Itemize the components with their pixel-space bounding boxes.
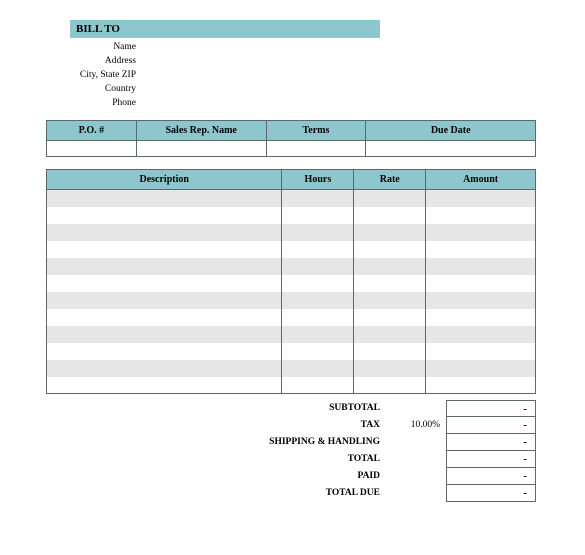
- billto-label-name: Name: [28, 40, 140, 54]
- order-header-po: P.O. #: [47, 121, 137, 141]
- totaldue-value: -: [446, 485, 536, 502]
- order-cell-po[interactable]: [47, 141, 137, 157]
- item-cell[interactable]: [354, 309, 426, 326]
- order-cell-terms[interactable]: [266, 141, 366, 157]
- shipping-value: -: [446, 434, 536, 451]
- item-cell[interactable]: [426, 309, 536, 326]
- item-cell[interactable]: [282, 224, 354, 241]
- items-header-amount: Amount: [426, 170, 536, 190]
- item-cell[interactable]: [47, 343, 282, 360]
- item-cell[interactable]: [47, 326, 282, 343]
- table-row: [47, 275, 536, 292]
- item-cell[interactable]: [47, 309, 282, 326]
- item-cell[interactable]: [47, 258, 282, 275]
- table-row: [47, 207, 536, 224]
- order-info-table: P.O. # Sales Rep. Name Terms Due Date: [46, 120, 536, 157]
- items-header-desc: Description: [47, 170, 282, 190]
- items-table: Description Hours Rate Amount: [46, 169, 536, 394]
- tax-label: TAX: [236, 417, 386, 434]
- total-label: TOTAL: [236, 451, 386, 468]
- item-cell[interactable]: [354, 207, 426, 224]
- tax-rate: 10.00%: [386, 417, 446, 434]
- order-header-due: Due Date: [366, 121, 536, 141]
- item-cell[interactable]: [47, 241, 282, 258]
- subtotal-label: SUBTOTAL: [236, 400, 386, 417]
- item-cell[interactable]: [426, 343, 536, 360]
- item-cell[interactable]: [426, 360, 536, 377]
- item-cell[interactable]: [282, 309, 354, 326]
- table-row: [47, 326, 536, 343]
- item-cell[interactable]: [47, 190, 282, 207]
- item-cell[interactable]: [282, 275, 354, 292]
- item-cell[interactable]: [426, 292, 536, 309]
- item-cell[interactable]: [282, 292, 354, 309]
- item-cell[interactable]: [354, 241, 426, 258]
- items-header-hours: Hours: [282, 170, 354, 190]
- item-cell[interactable]: [426, 241, 536, 258]
- shipping-label: SHIPPING & HANDLING: [236, 434, 386, 451]
- item-cell[interactable]: [282, 326, 354, 343]
- tax-value: -: [446, 417, 536, 434]
- item-cell[interactable]: [47, 275, 282, 292]
- table-row: [47, 309, 536, 326]
- item-cell[interactable]: [282, 207, 354, 224]
- order-cell-due[interactable]: [366, 141, 536, 157]
- table-row: [47, 241, 536, 258]
- item-cell[interactable]: [47, 224, 282, 241]
- table-row: [47, 360, 536, 377]
- order-header-rep: Sales Rep. Name: [136, 121, 266, 141]
- item-cell[interactable]: [282, 343, 354, 360]
- item-cell[interactable]: [282, 190, 354, 207]
- table-row: [47, 377, 536, 394]
- item-cell[interactable]: [354, 275, 426, 292]
- item-cell[interactable]: [426, 224, 536, 241]
- item-cell[interactable]: [47, 377, 282, 394]
- item-cell[interactable]: [354, 224, 426, 241]
- billto-label-cityzip: City, State ZIP: [28, 68, 140, 82]
- item-cell[interactable]: [354, 190, 426, 207]
- item-cell[interactable]: [282, 241, 354, 258]
- item-cell[interactable]: [47, 207, 282, 224]
- items-header-rate: Rate: [354, 170, 426, 190]
- paid-label: PAID: [236, 468, 386, 485]
- item-cell[interactable]: [354, 377, 426, 394]
- item-cell[interactable]: [282, 377, 354, 394]
- item-cell[interactable]: [426, 258, 536, 275]
- billto-fields: Name Address City, State ZIP Country Pho…: [28, 40, 557, 110]
- item-cell[interactable]: [47, 360, 282, 377]
- item-cell[interactable]: [426, 377, 536, 394]
- paid-value: -: [446, 468, 536, 485]
- subtotal-value: -: [446, 400, 536, 417]
- totals-section: SUBTOTAL - TAX 10.00% - SHIPPING & HANDL…: [46, 400, 536, 502]
- item-cell[interactable]: [282, 360, 354, 377]
- item-cell[interactable]: [282, 258, 354, 275]
- item-cell[interactable]: [426, 207, 536, 224]
- item-cell[interactable]: [426, 326, 536, 343]
- billto-label-country: Country: [28, 82, 140, 96]
- totaldue-label: TOTAL DUE: [236, 485, 386, 502]
- items-tbody: [47, 190, 536, 394]
- table-row: [47, 292, 536, 309]
- table-row: [47, 258, 536, 275]
- item-cell[interactable]: [47, 292, 282, 309]
- item-cell[interactable]: [426, 275, 536, 292]
- item-cell[interactable]: [354, 326, 426, 343]
- billto-label-address: Address: [28, 54, 140, 68]
- order-header-terms: Terms: [266, 121, 366, 141]
- total-value: -: [446, 451, 536, 468]
- table-row: [47, 224, 536, 241]
- item-cell[interactable]: [354, 292, 426, 309]
- table-row: [47, 190, 536, 207]
- billto-label-phone: Phone: [28, 96, 140, 110]
- invoice-page: BILL TO Name Address City, State ZIP Cou…: [0, 0, 585, 555]
- item-cell[interactable]: [354, 360, 426, 377]
- item-cell[interactable]: [354, 343, 426, 360]
- table-row: [47, 343, 536, 360]
- order-cell-rep[interactable]: [136, 141, 266, 157]
- billto-heading: BILL TO: [70, 20, 380, 38]
- item-cell[interactable]: [354, 258, 426, 275]
- item-cell[interactable]: [426, 190, 536, 207]
